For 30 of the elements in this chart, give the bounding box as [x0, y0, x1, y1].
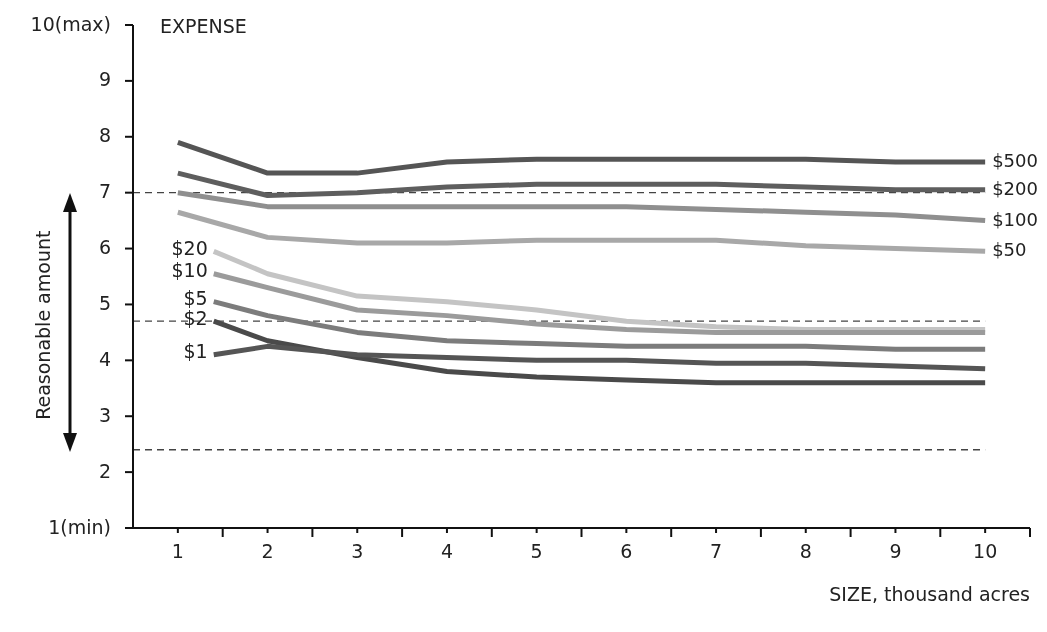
x-axis-title: SIZE, thousand acres — [829, 583, 1030, 605]
series-label: $500 — [992, 149, 1038, 171]
x-tick-label: 9 — [889, 540, 902, 562]
y-tick-label: 4 — [98, 347, 111, 370]
y-tick-label: 6 — [98, 236, 111, 259]
y-tick-label: 10(max) — [30, 12, 111, 35]
x-tick-label: 1 — [171, 540, 184, 562]
y-tick-label: 9 — [98, 68, 111, 91]
x-tick-label: 6 — [620, 540, 633, 562]
y-axis-title: Reasonable amount — [32, 230, 54, 420]
y-tick-label: 7 — [98, 180, 111, 203]
y-tick-label: 2 — [98, 459, 111, 482]
y-tick-label: 1(min) — [48, 515, 111, 538]
x-tick-label: 3 — [351, 540, 364, 562]
x-tick-label: 8 — [799, 540, 812, 562]
series-label: $1 — [183, 340, 208, 363]
series-label: $10 — [171, 259, 208, 282]
y-tick-label: 5 — [98, 291, 111, 314]
series-label: $20 — [171, 236, 208, 259]
x-tick-label: 2 — [261, 540, 274, 562]
series-label: $100 — [992, 208, 1038, 230]
y-tick-label: 3 — [98, 403, 111, 426]
series-label: $50 — [992, 239, 1027, 261]
chart-title: EXPENSE — [160, 15, 247, 37]
x-tick-label: 5 — [530, 540, 543, 562]
series-label: $200 — [992, 177, 1038, 199]
x-tick-label: 10 — [973, 540, 998, 562]
x-tick-label: 4 — [440, 540, 453, 562]
x-tick-label: 7 — [710, 540, 723, 562]
y-tick-label: 8 — [98, 124, 111, 147]
